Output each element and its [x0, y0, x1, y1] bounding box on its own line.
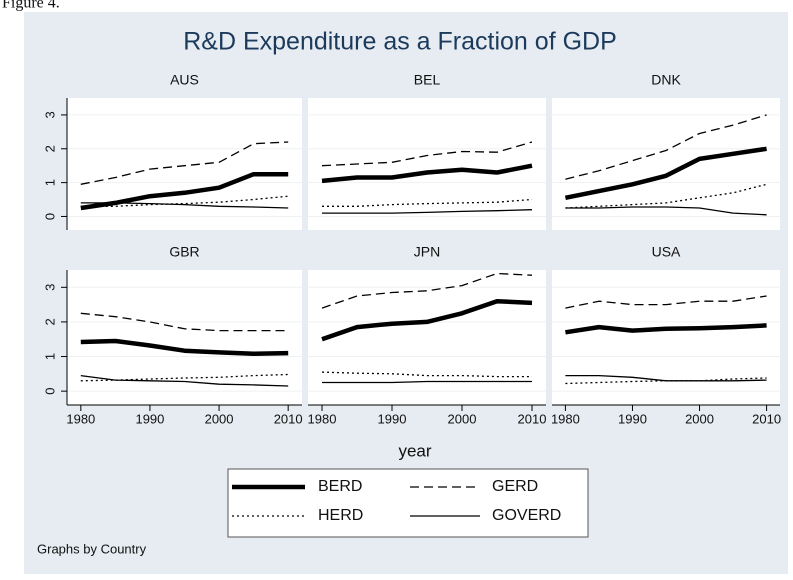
y-tick-label: 0 — [42, 213, 57, 220]
chart-title: R&D Expenditure as a Fraction of GDP — [183, 28, 617, 56]
panel-title: DNK — [651, 72, 681, 88]
series-line — [321, 371, 532, 378]
x-tick-label: 2000 — [205, 411, 234, 426]
caption: Figure 4. — [2, 0, 60, 12]
series-line — [565, 295, 767, 309]
panel-title: USA — [652, 244, 681, 260]
series-line — [565, 183, 767, 209]
series-line — [322, 209, 533, 214]
y-tick-label: 3 — [42, 284, 57, 291]
series-line — [80, 312, 289, 332]
note: Graphs by Country — [37, 541, 147, 556]
x-tick-label: 2000 — [685, 411, 714, 426]
series-line — [80, 202, 289, 209]
plot-area — [308, 270, 546, 405]
series-line — [322, 198, 533, 207]
series-line — [565, 323, 767, 335]
plot-area — [67, 270, 302, 405]
panel-title: GBR — [169, 244, 199, 260]
x-axis-label: year — [398, 441, 431, 460]
panel-title: JPN — [414, 244, 440, 260]
series-line — [322, 380, 532, 384]
y-tick-label: 2 — [42, 318, 57, 325]
x-tick-label: 2000 — [448, 411, 477, 426]
series-line — [321, 141, 533, 167]
y-tick-label: 1 — [42, 179, 57, 186]
plot-area — [67, 98, 302, 230]
plot-area — [552, 270, 780, 405]
series-line — [321, 163, 533, 184]
series-line — [565, 114, 767, 180]
series-line — [80, 374, 289, 387]
legend-box — [227, 468, 589, 538]
plot-area — [552, 98, 780, 230]
panel-title: AUS — [170, 72, 199, 88]
x-tick-label: 1980 — [308, 411, 337, 426]
x-tick-label: 2010 — [274, 411, 303, 426]
y-tick-label: 2 — [42, 145, 57, 152]
panel-title: BEL — [414, 72, 441, 88]
y-tick-label: 0 — [42, 388, 57, 395]
legend-label: BERD — [318, 478, 362, 495]
x-tick-label: 1980 — [66, 411, 95, 426]
series-line — [80, 338, 289, 357]
series-line — [565, 206, 767, 216]
series-line — [321, 298, 533, 342]
x-tick-label: 1990 — [618, 411, 647, 426]
series-line — [565, 374, 767, 382]
legend-label: GERD — [492, 478, 538, 495]
x-tick-label: 1990 — [135, 411, 164, 426]
plot-area — [308, 98, 546, 230]
y-tick-label: 3 — [42, 111, 57, 118]
series-line — [564, 146, 767, 201]
x-tick-label: 2010 — [752, 411, 781, 426]
x-tick-label: 1990 — [378, 411, 407, 426]
legend-label: GOVERD — [492, 507, 561, 524]
x-tick-label: 1980 — [551, 411, 580, 426]
x-tick-label: 2010 — [518, 411, 547, 426]
legend-label: HERD — [318, 507, 363, 524]
series-line — [80, 141, 289, 185]
y-tick-label: 1 — [42, 353, 57, 360]
